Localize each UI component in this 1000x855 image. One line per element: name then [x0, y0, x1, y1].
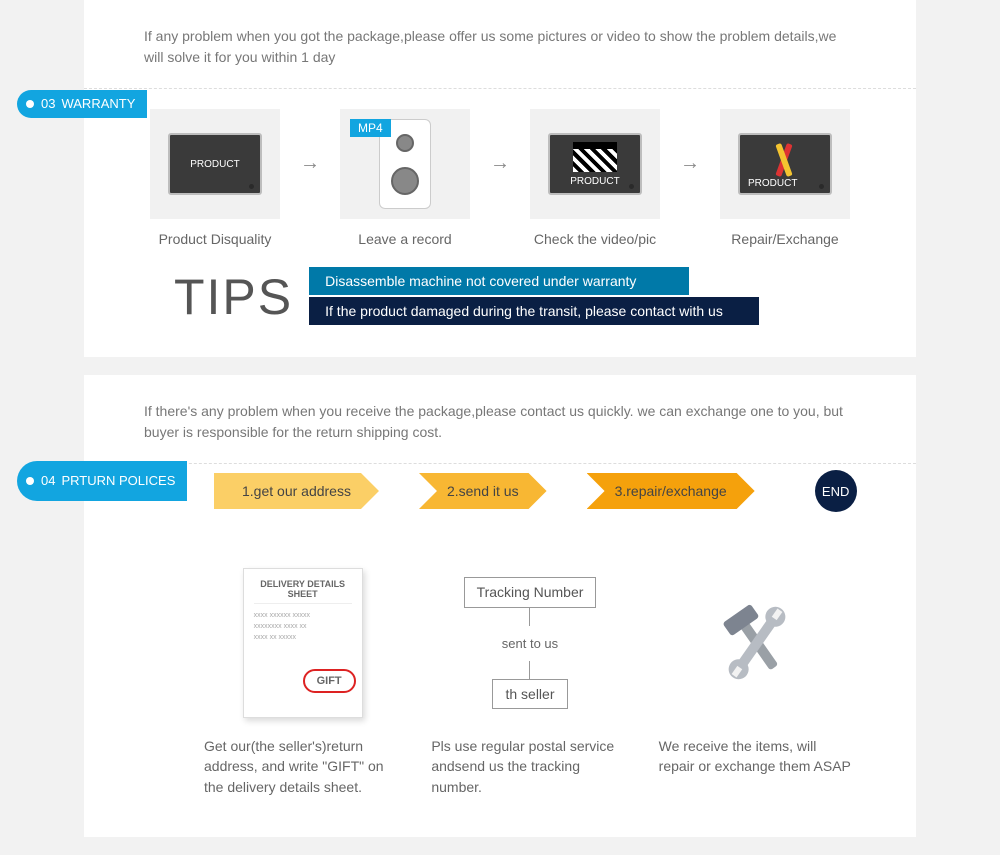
ribbon-end-badge: END	[815, 470, 857, 512]
warranty-flow: PRODUCT Product Disquality → MP4 Leave a…	[84, 89, 916, 257]
return-intro: If there's any problem when you receive …	[84, 375, 916, 464]
return-section: If there's any problem when you receive …	[84, 375, 916, 837]
flow-step-2: MP4 Leave a record	[330, 109, 480, 247]
return-detail-3: We receive the items, will repair or exc…	[659, 568, 856, 797]
return-detail-2: Tracking Number sent to us th seller Pls…	[431, 568, 628, 797]
arrow-icon: →	[680, 152, 700, 175]
tips-block: TIPS Disassemble machine not covered und…	[84, 257, 916, 357]
return-detail-1: DELIVERY DETAILS SHEET xxxx xxxxxx xxxxx…	[204, 568, 401, 797]
tips-heading: TIPS	[174, 268, 293, 326]
ribbon-step-1: 1.get our address	[214, 473, 379, 509]
video-screen-icon: PRODUCT	[548, 133, 642, 195]
arrow-icon: →	[300, 152, 320, 175]
delivery-sheet-icon: DELIVERY DETAILS SHEET xxxx xxxxxx xxxxx…	[243, 568, 363, 718]
tracking-flow-icon: Tracking Number sent to us th seller	[464, 577, 597, 709]
flow-step-1: PRODUCT Product Disquality	[140, 109, 290, 247]
warranty-tab: 03 WARRANTY	[17, 90, 147, 118]
flow-step-3: PRODUCT Check the video/pic	[520, 109, 670, 247]
warranty-intro: If any problem when you got the package,…	[84, 0, 916, 89]
hammer-wrench-icon	[702, 593, 812, 693]
arrow-icon: →	[490, 152, 510, 175]
return-ribbon: 1.get our address 2.send it us 3.repair/…	[84, 464, 916, 518]
tip-bar-2: If the product damaged during the transi…	[309, 297, 759, 325]
warranty-section: If any problem when you got the package,…	[84, 0, 916, 357]
product-screen-icon: PRODUCT	[168, 133, 262, 195]
return-tab: 04 PRTURN POLICES	[17, 461, 187, 501]
return-details: DELIVERY DETAILS SHEET xxxx xxxxxx xxxxx…	[84, 548, 916, 837]
tools-screen-icon: PRODUCT	[738, 133, 832, 195]
ribbon-step-3: 3.repair/exchange	[587, 473, 755, 509]
ribbon-step-2: 2.send it us	[419, 473, 547, 509]
flow-step-4: PRODUCT Repair/Exchange	[710, 109, 860, 247]
tip-bar-1: Disassemble machine not covered under wa…	[309, 267, 689, 295]
